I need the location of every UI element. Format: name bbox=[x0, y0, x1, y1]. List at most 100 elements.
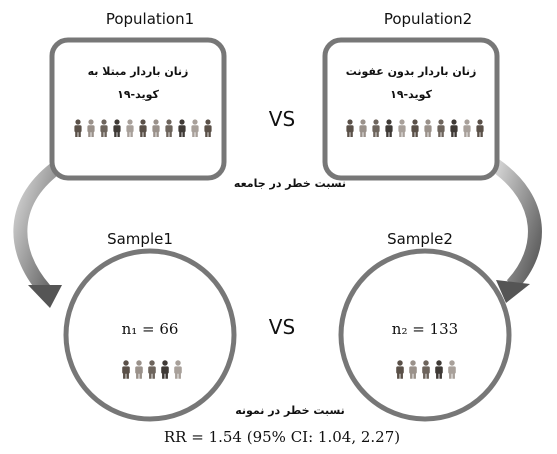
person-part bbox=[179, 119, 185, 125]
person-part bbox=[452, 372, 455, 379]
person-part bbox=[153, 119, 159, 125]
person-part bbox=[192, 131, 195, 137]
person-part bbox=[415, 131, 418, 137]
person-part bbox=[182, 131, 185, 137]
person-part bbox=[477, 119, 483, 125]
person-part bbox=[376, 131, 379, 137]
person-icon bbox=[135, 360, 143, 379]
person-part bbox=[101, 119, 107, 125]
person-part bbox=[463, 125, 471, 133]
person-part bbox=[449, 372, 452, 379]
person-part bbox=[175, 360, 181, 366]
person-part bbox=[165, 372, 168, 379]
person-icon bbox=[87, 119, 95, 137]
person-icon bbox=[122, 360, 130, 379]
person-part bbox=[451, 131, 454, 137]
person-part bbox=[372, 125, 380, 133]
person-icon bbox=[422, 360, 430, 379]
result: RR = 1.54 (95% CI: 1.04, 2.27) bbox=[164, 428, 400, 446]
person-part bbox=[412, 131, 415, 137]
person-icon bbox=[74, 119, 82, 137]
person-part bbox=[123, 360, 129, 366]
sample1-title: Sample1 bbox=[107, 230, 173, 248]
person-part bbox=[449, 360, 455, 366]
person-icon bbox=[463, 119, 471, 137]
person-icon bbox=[396, 360, 404, 379]
person-part bbox=[88, 131, 91, 137]
person-part bbox=[162, 360, 168, 366]
person-part bbox=[425, 119, 431, 125]
person-icon bbox=[437, 119, 445, 137]
sample2-circle bbox=[338, 248, 512, 422]
population2-line: زنان باردار بدون عفونت bbox=[346, 65, 477, 78]
person-icon bbox=[448, 360, 456, 379]
person-part bbox=[425, 131, 428, 137]
person-part bbox=[101, 131, 104, 137]
person-part bbox=[127, 131, 130, 137]
person-part bbox=[205, 131, 208, 137]
people-icons bbox=[74, 119, 484, 379]
person-icon bbox=[178, 119, 186, 137]
person-part bbox=[386, 119, 392, 125]
sample2-n: n₂ = 133 bbox=[392, 320, 458, 338]
population2-line: کوید-۱۹ bbox=[390, 88, 432, 101]
sample1-circle bbox=[63, 248, 237, 422]
person-part bbox=[78, 131, 81, 137]
person-part bbox=[166, 119, 172, 125]
person-icon bbox=[372, 119, 380, 137]
person-icon bbox=[359, 119, 367, 137]
person-part bbox=[126, 372, 129, 379]
person-part bbox=[436, 372, 439, 379]
person-part bbox=[467, 131, 470, 137]
vs-top: VS bbox=[269, 107, 295, 131]
person-icon bbox=[174, 360, 182, 379]
person-icon bbox=[450, 119, 458, 137]
person-icon bbox=[204, 119, 212, 137]
person-part bbox=[464, 131, 467, 137]
person-part bbox=[195, 131, 198, 137]
person-part bbox=[363, 131, 366, 137]
person-part bbox=[169, 131, 172, 137]
person-part bbox=[451, 119, 457, 125]
person-part bbox=[413, 372, 416, 379]
person-icon bbox=[409, 360, 417, 379]
person-part bbox=[74, 125, 82, 133]
person-part bbox=[402, 131, 405, 137]
person-part bbox=[149, 372, 152, 379]
person-part bbox=[113, 125, 121, 133]
person-part bbox=[135, 366, 143, 374]
person-part bbox=[373, 131, 376, 137]
person-part bbox=[178, 372, 181, 379]
arrowhead-right bbox=[496, 280, 530, 303]
person-part bbox=[422, 366, 430, 374]
person-part bbox=[205, 119, 211, 125]
person-part bbox=[140, 131, 143, 137]
person-part bbox=[396, 366, 404, 374]
person-part bbox=[75, 131, 78, 137]
person-part bbox=[410, 360, 416, 366]
person-part bbox=[439, 372, 442, 379]
sample-risk: نسبت خطر در نمونه bbox=[235, 404, 345, 417]
person-part bbox=[127, 119, 133, 125]
person-part bbox=[178, 125, 186, 133]
person-part bbox=[438, 131, 441, 137]
person-part bbox=[114, 119, 120, 125]
person-icon bbox=[139, 119, 147, 137]
person-part bbox=[437, 125, 445, 133]
person-part bbox=[400, 372, 403, 379]
person-icon bbox=[385, 119, 393, 137]
person-part bbox=[423, 360, 429, 366]
person-part bbox=[436, 360, 442, 366]
person-part bbox=[114, 131, 117, 137]
person-icon bbox=[346, 119, 354, 137]
person-part bbox=[91, 131, 94, 137]
person-icon bbox=[411, 119, 419, 137]
person-part bbox=[360, 119, 366, 125]
person-part bbox=[123, 372, 126, 379]
person-part bbox=[347, 131, 350, 137]
person-part bbox=[136, 360, 142, 366]
population2-title: Population2 bbox=[384, 10, 472, 28]
person-icon bbox=[476, 119, 484, 137]
person-part bbox=[350, 131, 353, 137]
